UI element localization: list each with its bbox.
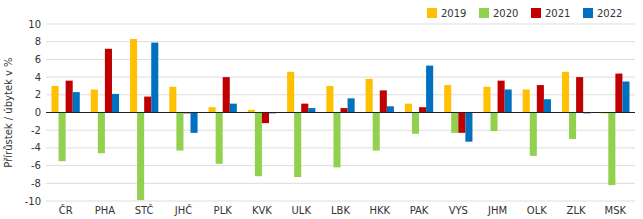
y-tick-label: -8 xyxy=(31,178,41,189)
bar xyxy=(426,66,433,113)
legend-swatch xyxy=(479,8,489,18)
bar xyxy=(169,87,176,113)
bar xyxy=(230,104,237,113)
x-tick-label: VYS xyxy=(449,205,468,216)
bar xyxy=(569,113,576,140)
y-tick-label: -6 xyxy=(31,160,41,171)
x-tick-label: KVK xyxy=(252,205,272,216)
legend-swatch xyxy=(427,8,437,18)
bar xyxy=(419,107,426,112)
y-tick-label: 2 xyxy=(35,89,41,100)
bar xyxy=(216,113,223,164)
zero-line xyxy=(46,112,635,113)
bar xyxy=(498,81,505,113)
grid-line xyxy=(46,201,635,202)
bar xyxy=(348,98,355,112)
x-tick-label: PLK xyxy=(214,205,233,216)
x-tick-label: PAK xyxy=(410,205,429,216)
bar xyxy=(380,90,387,112)
legend-label: 2021 xyxy=(545,8,570,19)
x-tick-label: ZLK xyxy=(567,205,586,216)
bar xyxy=(255,113,262,177)
legend-label: 2020 xyxy=(493,8,518,19)
bar xyxy=(451,113,458,133)
bar xyxy=(444,85,451,112)
bar xyxy=(91,89,98,112)
legend-swatch xyxy=(531,8,541,18)
bar xyxy=(505,89,512,112)
bar xyxy=(98,113,105,154)
bar xyxy=(465,113,472,142)
x-tick-label: STČ xyxy=(135,204,154,216)
bar xyxy=(308,108,315,112)
bar xyxy=(151,43,158,113)
bar xyxy=(523,89,530,112)
legend: 2019 2020 2021 2022 xyxy=(427,8,622,19)
bar xyxy=(412,113,419,134)
grid-line xyxy=(46,112,635,113)
bar xyxy=(59,113,66,162)
bar xyxy=(301,104,308,113)
bar xyxy=(387,106,394,112)
x-tick-label: ULK xyxy=(292,205,312,216)
bars xyxy=(51,39,629,200)
y-tick-label: 6 xyxy=(35,54,41,65)
bar xyxy=(341,108,348,112)
y-tick-label: 0 xyxy=(35,107,41,118)
legend-label: 2019 xyxy=(441,8,466,19)
grid xyxy=(46,24,635,201)
legend-label: 2022 xyxy=(597,8,622,19)
bar xyxy=(112,94,119,113)
bar xyxy=(66,81,73,113)
bar xyxy=(223,77,230,112)
x-tick-label: JHČ xyxy=(174,204,192,216)
bar xyxy=(366,79,373,113)
y-tick-label: 8 xyxy=(35,36,41,47)
bar xyxy=(537,85,544,112)
y-tick-label: 4 xyxy=(35,72,41,83)
y-tick-label: -2 xyxy=(31,125,41,136)
x-tick-label: LBK xyxy=(331,205,350,216)
y-tick-label: 10 xyxy=(28,19,41,30)
bar xyxy=(137,113,144,201)
bar xyxy=(209,107,216,112)
x-tick-label: PHA xyxy=(95,205,116,216)
bar xyxy=(622,82,629,113)
bar xyxy=(333,113,340,168)
y-axis-label: Přírůstek / úbytek v % xyxy=(3,57,14,167)
bar xyxy=(483,87,490,113)
x-tick-label: HKK xyxy=(369,205,390,216)
bar xyxy=(544,99,551,112)
bar xyxy=(176,113,183,151)
legend-swatch xyxy=(583,8,593,18)
y-tick-label: -10 xyxy=(25,196,41,207)
bar xyxy=(191,113,198,133)
x-tick-label: ČR xyxy=(59,204,73,216)
bar xyxy=(373,113,380,151)
bar xyxy=(262,113,269,124)
bar xyxy=(458,113,465,133)
bar xyxy=(144,97,151,113)
bar xyxy=(576,77,583,112)
bar xyxy=(562,72,569,113)
bar xyxy=(73,92,80,112)
bar xyxy=(326,86,333,113)
bar xyxy=(287,72,294,113)
bar xyxy=(490,113,497,132)
bar xyxy=(294,113,301,178)
bar xyxy=(130,39,137,112)
bar xyxy=(51,86,58,113)
grid-line xyxy=(46,24,635,25)
grid-line xyxy=(46,183,635,184)
bar xyxy=(608,113,615,186)
y-tick-label: -4 xyxy=(31,142,41,153)
x-tick-label: JHM xyxy=(487,205,507,216)
x-tick-label: OLK xyxy=(527,205,547,216)
bar xyxy=(615,74,622,113)
x-tick-label: MSK xyxy=(605,205,627,216)
bar xyxy=(105,49,112,113)
chart: -10 -8 -6 -4 -2 0 2 4 6 8 10 ČR PHA STČ JHČ PLK KVK ULK LB… xyxy=(0,0,643,219)
bar xyxy=(530,113,537,156)
bar xyxy=(405,104,412,113)
